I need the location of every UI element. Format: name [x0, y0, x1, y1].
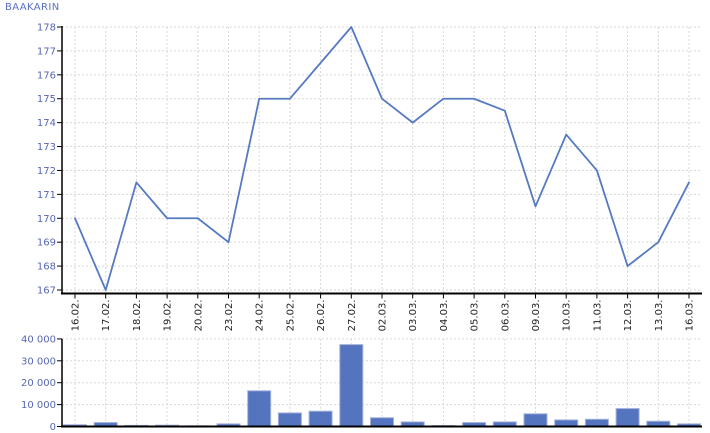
price-x-tick-label: 26.02. — [316, 300, 327, 332]
price-y-tick-label: 178 — [37, 23, 56, 34]
volume-bar — [584, 418, 609, 428]
page-title: BAAKARIN — [5, 2, 60, 13]
price-y-tick-label: 170 — [37, 214, 56, 225]
price-y-tick-label: 172 — [37, 166, 56, 177]
volume-y-tick-label: 10 000 — [21, 400, 56, 411]
volume-bar — [523, 413, 548, 428]
volume-y-tick-label: 40 000 — [21, 334, 56, 345]
price-x-tick-label: 27.02. — [347, 300, 358, 332]
price-y-tick-label: 168 — [37, 262, 56, 273]
price-x-tick-label: 23.02. — [224, 300, 235, 332]
volume-bar — [277, 412, 302, 427]
price-x-tick-label: 06.03. — [500, 300, 511, 332]
price-y-tick-label: 175 — [37, 94, 56, 105]
volume-bar — [615, 408, 640, 427]
price-y-tick-label: 171 — [37, 190, 56, 201]
volume-y-tick-label: 20 000 — [21, 378, 56, 389]
price-y-tick-label: 167 — [37, 285, 56, 296]
price-x-tick-label: 24.02. — [255, 300, 266, 332]
price-y-tick-label: 177 — [37, 46, 56, 57]
price-y-tick-label: 176 — [37, 70, 56, 81]
price-x-tick-label: 05.03. — [470, 300, 481, 332]
price-x-tick-label: 16.02. — [71, 300, 82, 332]
volume-y-tick-label: 30 000 — [21, 356, 56, 367]
price-y-tick-label: 169 — [37, 238, 56, 249]
price-y-tick-label: 173 — [37, 142, 56, 153]
price-x-tick-label: 10.03. — [562, 300, 573, 332]
price-x-tick-label: 04.03. — [439, 300, 450, 332]
volume-bar — [247, 390, 272, 428]
volume-bar — [308, 410, 333, 428]
price-x-tick-label: 17.02. — [101, 300, 112, 332]
price-x-tick-label: 25.02. — [285, 300, 296, 332]
price-x-tick-label: 11.03. — [592, 300, 603, 332]
price-x-tick-label: 03.03. — [408, 300, 419, 332]
price-x-tick-label: 02.03. — [378, 300, 389, 332]
price-x-tick-label: 19.02. — [163, 300, 174, 332]
price-x-tick-label: 13.03. — [654, 300, 665, 332]
price-x-tick-label: 18.02. — [132, 300, 143, 332]
volume-y-tick-label: 0 — [50, 422, 56, 433]
price-x-tick-label: 20.02. — [193, 300, 204, 332]
price-line-series — [74, 26, 690, 291]
volume-bar — [339, 344, 364, 427]
price-y-tick-label: 174 — [37, 118, 56, 129]
price-x-tick-label: 12.03. — [623, 300, 634, 332]
price-x-tick-label: 16.03. — [685, 300, 696, 332]
price-x-tick-label: 09.03. — [531, 300, 542, 332]
volume-bar — [370, 417, 394, 427]
